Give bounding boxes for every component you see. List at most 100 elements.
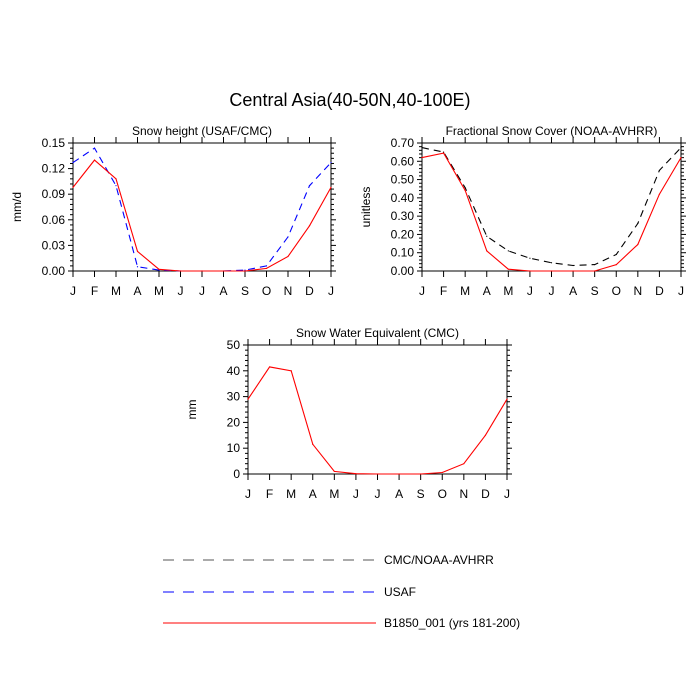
data-point bbox=[442, 151, 445, 153]
data-point bbox=[594, 264, 596, 266]
y-tick-label: 0.03 bbox=[42, 238, 66, 252]
x-tick-label: J bbox=[353, 487, 359, 501]
x-tick-label: A bbox=[569, 284, 577, 298]
data-point bbox=[421, 146, 423, 149]
y-tick-label: 0.40 bbox=[391, 191, 415, 205]
data-point bbox=[376, 473, 379, 475]
x-tick-label: F bbox=[266, 487, 273, 501]
series-line bbox=[72, 159, 332, 272]
data-point bbox=[421, 157, 423, 159]
data-point bbox=[247, 398, 249, 400]
x-tick-label: M bbox=[503, 284, 513, 298]
x-tick-label: J bbox=[245, 487, 251, 501]
x-tick-label: A bbox=[309, 487, 317, 501]
y-tick-label: 0.70 bbox=[391, 136, 415, 150]
data-point bbox=[201, 270, 203, 272]
y-tick-label: 0.30 bbox=[391, 209, 415, 223]
data-point bbox=[441, 471, 443, 474]
x-tick-label: M bbox=[329, 487, 339, 501]
data-point bbox=[550, 270, 553, 272]
x-tick-label: J bbox=[504, 487, 510, 501]
legend-label: USAF bbox=[384, 585, 416, 599]
data-point bbox=[287, 236, 289, 238]
y-tick-label: 0.50 bbox=[391, 173, 415, 187]
y-axis-label: mm/d bbox=[10, 192, 24, 222]
y-tick-label: 0.09 bbox=[42, 187, 66, 201]
x-tick-label: M bbox=[154, 284, 164, 298]
data-point bbox=[308, 185, 311, 187]
data-point bbox=[222, 270, 225, 272]
x-tick-label: A bbox=[395, 487, 403, 501]
data-point bbox=[330, 186, 332, 188]
chart-title: Snow Water Equivalent (CMC) bbox=[296, 326, 459, 340]
data-point bbox=[265, 267, 268, 270]
x-tick-label: A bbox=[133, 284, 141, 298]
series-line bbox=[247, 366, 508, 475]
data-point bbox=[529, 270, 531, 272]
y-axis-label: unitless bbox=[359, 187, 373, 228]
x-tick-label: J bbox=[375, 487, 381, 501]
legend-label: B1850_001 (yrs 181-200) bbox=[384, 616, 520, 630]
data-point bbox=[72, 186, 74, 188]
legend: CMC/NOAA-AVHRR USAF B1850_001 (yrs 181-200… bbox=[163, 553, 520, 630]
data-point bbox=[463, 463, 465, 465]
y-tick-label: 0.15 bbox=[42, 136, 66, 150]
data-point bbox=[442, 152, 445, 154]
x-tick-label: J bbox=[527, 284, 533, 298]
figure-title: Central Asia(40-50N,40-100E) bbox=[229, 90, 471, 110]
data-point bbox=[486, 235, 488, 237]
y-axis-label: mm bbox=[185, 400, 199, 420]
x-tick-label: J bbox=[199, 284, 205, 298]
x-tick-label: J bbox=[70, 284, 76, 298]
data-point bbox=[420, 473, 422, 475]
data-point bbox=[507, 268, 509, 270]
x-tick-label: A bbox=[483, 284, 491, 298]
y-tick-label: 0.60 bbox=[391, 154, 415, 168]
data-point bbox=[115, 178, 117, 180]
data-point bbox=[136, 250, 139, 252]
data-point bbox=[330, 162, 332, 164]
series-line bbox=[421, 147, 682, 267]
data-point bbox=[615, 253, 617, 256]
data-point bbox=[93, 147, 96, 149]
data-point bbox=[355, 473, 357, 475]
y-tick-label: 20 bbox=[227, 415, 241, 429]
x-tick-label: N bbox=[633, 284, 642, 298]
x-tick-label: M bbox=[460, 284, 470, 298]
data-point bbox=[658, 193, 661, 195]
x-tick-label: J bbox=[549, 284, 555, 298]
y-tick-label: 0 bbox=[233, 467, 240, 481]
x-tick-label: M bbox=[286, 487, 296, 501]
chart-2: Fractional Snow Cover (NOAA-AVHRR) unitle… bbox=[359, 124, 686, 298]
data-point bbox=[506, 398, 508, 400]
data-point bbox=[290, 370, 292, 372]
data-point bbox=[265, 265, 268, 267]
y-tick-label: 0.12 bbox=[42, 162, 66, 176]
x-tick-label: N bbox=[459, 487, 468, 501]
data-point bbox=[244, 270, 246, 272]
data-point bbox=[115, 185, 117, 187]
x-tick-label: N bbox=[284, 284, 293, 298]
plot-frame bbox=[421, 142, 682, 272]
data-point bbox=[550, 262, 553, 264]
data-point bbox=[484, 434, 487, 436]
data-point bbox=[136, 266, 139, 268]
x-tick-label: S bbox=[417, 487, 425, 501]
data-point bbox=[268, 366, 271, 368]
data-point bbox=[464, 189, 466, 192]
plot-frame bbox=[72, 142, 332, 272]
data-point bbox=[658, 169, 661, 172]
data-point bbox=[637, 243, 639, 246]
x-tick-label: D bbox=[655, 284, 664, 298]
series-line bbox=[72, 147, 332, 272]
data-point bbox=[93, 159, 96, 161]
chart-title: Snow height (USAF/CMC) bbox=[132, 124, 272, 138]
data-point bbox=[333, 470, 335, 473]
x-tick-label: F bbox=[440, 284, 447, 298]
y-tick-label: 30 bbox=[227, 390, 241, 404]
x-tick-label: J bbox=[178, 284, 184, 298]
chart-3: Snow Water Equivalent (CMC) mm 0 10 20 30 40 50… bbox=[185, 326, 512, 501]
chart-title: Fractional Snow Cover (NOAA-AVHRR) bbox=[446, 124, 658, 138]
x-tick-label: D bbox=[305, 284, 314, 298]
